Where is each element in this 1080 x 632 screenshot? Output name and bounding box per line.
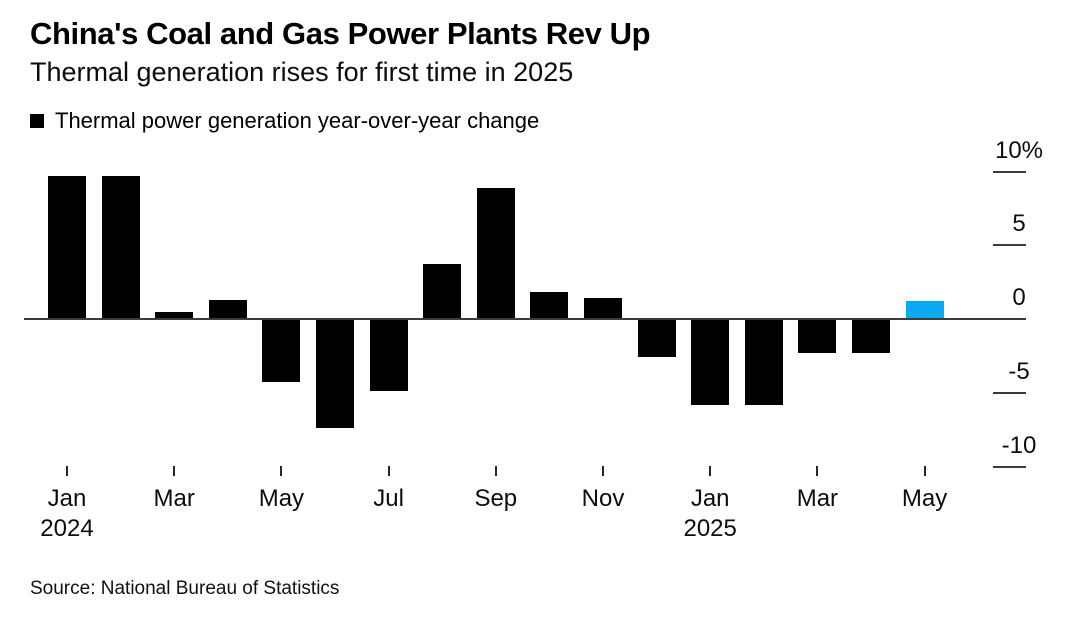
- y-tick-label--10: -10: [1001, 431, 1037, 459]
- y-tick-5: [993, 244, 1026, 247]
- bar-feb-2024: [101, 175, 140, 319]
- bar-may-2024: [262, 319, 301, 383]
- bar-nov-2024: [584, 298, 622, 319]
- x-tick-may-2025: [923, 466, 926, 476]
- y-tick-label-5: 5: [1012, 210, 1026, 238]
- y-tick-label-0: 0: [1012, 284, 1026, 311]
- y-tick--5: [993, 391, 1026, 394]
- y-tick-label--5: -5: [1008, 357, 1030, 385]
- bar-jun-2024: [316, 319, 354, 429]
- x-tick-sep-2024: [494, 466, 497, 476]
- x-axis-year-2024: 2024: [40, 515, 94, 542]
- x-tick-label-nov-2024: Nov: [581, 485, 625, 512]
- source-caption: Source: National Bureau of Statistics: [30, 578, 340, 599]
- page-title: China's Coal and Gas Power Plants Rev Up: [30, 16, 651, 51]
- bar-jul-2024: [369, 319, 408, 392]
- x-tick-label-jan-2024: Jan: [47, 485, 87, 512]
- bar-apr-2024: [208, 299, 247, 319]
- x-tick-label-mar-2024: Mar: [153, 485, 195, 512]
- chart-legend: Thermal power generation year-over-year …: [30, 108, 539, 134]
- x-tick-label-sep-2024: Sep: [474, 485, 518, 512]
- x-tick-label-may-2025: May: [901, 485, 948, 512]
- x-axis-year-2025: 2025: [683, 515, 737, 542]
- x-tick-label-may-2024: May: [258, 485, 305, 512]
- x-tick-mar-2024: [173, 466, 176, 476]
- y-tick-10: [993, 170, 1026, 173]
- page-subtitle: Thermal generation rises for first time …: [30, 57, 574, 87]
- x-tick-mar-2025: [816, 466, 819, 476]
- x-tick-nov-2024: [602, 466, 604, 476]
- bar-mar-2025: [798, 319, 837, 353]
- x-tick-jan-2024: [66, 466, 68, 476]
- y-tick--10: [993, 465, 1026, 468]
- y-tick-label-10: 10%: [994, 136, 1044, 164]
- x-tick-may-2024: [280, 466, 283, 476]
- bar-jan-2025: [691, 319, 730, 405]
- x-tick-jan-2025: [709, 466, 712, 476]
- x-tick-label-mar-2025: Mar: [796, 485, 839, 512]
- bar-mar-2024: [155, 311, 194, 319]
- legend-swatch-icon: [30, 114, 44, 128]
- bar-sep-2024: [476, 187, 515, 319]
- bar-feb-2025: [744, 319, 783, 405]
- bar-oct-2024: [530, 292, 569, 319]
- bar-aug-2024: [423, 264, 462, 319]
- x-tick-label-jul-2024: Jul: [373, 485, 404, 512]
- x-tick-label-jan-2025: Jan: [690, 485, 730, 512]
- zero-axis-line: [24, 318, 1026, 320]
- bar-dec-2024: [637, 319, 676, 358]
- bar-apr-2025: [852, 319, 890, 353]
- x-tick-jul-2024: [387, 466, 390, 476]
- legend-label: Thermal power generation year-over-year …: [55, 108, 540, 133]
- bar-may-2025: [905, 301, 944, 319]
- bar-jan-2024: [48, 175, 86, 319]
